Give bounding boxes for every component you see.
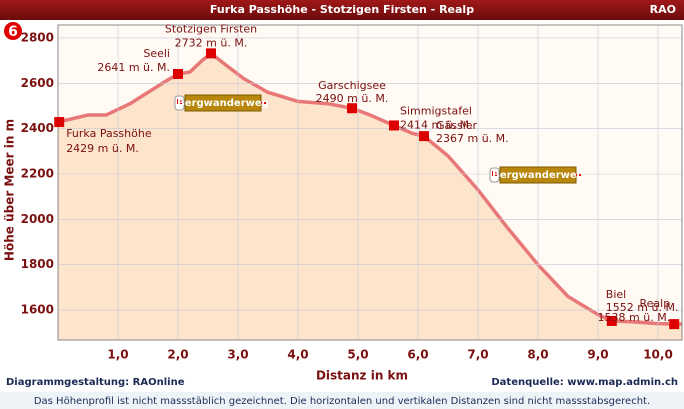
y-tick-label: 2000: [21, 212, 54, 226]
x-axis-label: Distanz in km: [316, 369, 408, 383]
note-bar: [0, 392, 684, 409]
credit: Diagrammgestaltung: RAOnline: [6, 377, 185, 388]
y-tick-label: 2600: [21, 76, 54, 90]
waypoint-name: Furka Passhöhe: [66, 127, 152, 140]
waypoint-elevation: 2641 m ü. M.: [97, 61, 170, 74]
waypoint-name: Biel: [606, 288, 626, 301]
y-tick-label: 2400: [21, 121, 54, 135]
waypoint-name: Realp: [639, 297, 670, 310]
waypoint-marker: [347, 103, 357, 114]
y-axis-label: Höhe über Meer in m: [3, 119, 17, 261]
y-tick-label: 1600: [21, 303, 54, 317]
y-tick-label: 1800: [21, 257, 54, 271]
x-tick-label: 1,0: [107, 348, 128, 362]
x-tick-label: 2,0: [167, 348, 188, 362]
waypoint-marker: [606, 315, 617, 326]
y-tick-label: 2200: [21, 166, 54, 180]
source: Datenquelle: www.map.admin.ch: [491, 377, 678, 388]
waypoint-marker: [419, 131, 429, 142]
waypoint-marker: [206, 48, 216, 59]
note: Das Höhenprofil ist nicht massstäblich g…: [34, 396, 650, 407]
plot-border: [57, 24, 683, 341]
x-tick-label: 5,0: [347, 348, 368, 362]
brand: RAO: [650, 3, 676, 16]
x-tick-label: 8,0: [527, 348, 548, 362]
waypoint-elevation: 2429 m ü. M.: [66, 142, 139, 155]
waypoint-elevation: 2414 m ü. M.: [400, 118, 473, 131]
waypoint-marker: [173, 68, 183, 79]
waypoint-marker: [389, 120, 399, 131]
x-tick-label: 4,0: [287, 348, 308, 362]
waypoint-marker: [669, 319, 680, 330]
x-tick-label: 6,0: [407, 348, 428, 362]
waypoint-elevation: 2367 m ü. M.: [436, 132, 509, 145]
chart-title: Furka Passhöhe - Stotzigen Firsten - Rea…: [210, 3, 474, 16]
x-tick-label: 3,0: [227, 348, 248, 362]
x-tick-label: 7,0: [467, 348, 488, 362]
waypoint-elevation: 1538 m ü. M.: [598, 311, 671, 324]
sign-cross: [177, 99, 182, 104]
sign-label: Bergwanderweg: [492, 170, 584, 181]
waypoint-elevation: 2732 m ü. M.: [175, 36, 248, 49]
profile-line: [57, 51, 683, 326]
waypoint-elevation: 2490 m ü. M.: [316, 92, 389, 105]
waypoint-name: Garschigsee: [318, 79, 386, 92]
badge: 6: [8, 24, 18, 40]
title-bar: [0, 0, 684, 20]
waypoint-name: Gässler: [436, 119, 478, 132]
y-tick-label: 2800: [21, 30, 54, 44]
waypoint-name: Simmigstafel: [400, 104, 472, 117]
waypoint-elevation: 1552 m ü. M.: [606, 301, 679, 314]
waypoint-marker: [54, 117, 65, 128]
profile-area: [58, 53, 682, 341]
x-tick-label: 10,0: [643, 348, 673, 362]
x-tick-label: 9,0: [587, 348, 608, 362]
waypoint-name: Seeli: [143, 47, 170, 60]
waypoint-name: Stotzigen Firsten: [165, 22, 257, 35]
sign-label: Bergwanderweg: [177, 98, 269, 109]
badge-circle: [4, 22, 22, 40]
sign-cross: [492, 171, 497, 176]
